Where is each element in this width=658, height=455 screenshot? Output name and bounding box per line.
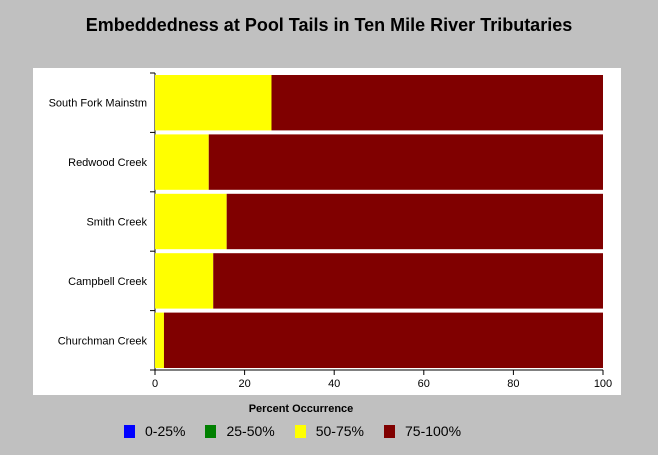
y-tick-label: Smith Creek — [86, 217, 147, 229]
y-tick-label: Redwood Creek — [68, 157, 147, 169]
bar-75-100--3 — [213, 253, 603, 308]
legend-item: 25-50% — [205, 423, 274, 439]
legend-label: 0-25% — [145, 423, 185, 439]
x-tick-label: 0 — [152, 378, 158, 390]
bar-50-75--0 — [155, 75, 271, 130]
x-tick-label: 60 — [418, 378, 430, 390]
bar-75-100--1 — [209, 134, 603, 189]
legend-label: 25-50% — [226, 423, 274, 439]
bar-50-75--4 — [155, 313, 164, 368]
x-tick-label: 40 — [328, 378, 340, 390]
legend-item: 0-25% — [124, 423, 185, 439]
legend: 0-25% 25-50% 50-75% 75-100% — [124, 421, 481, 441]
y-tick-label: South Fork Mainstm — [49, 98, 147, 110]
bar-50-75--1 — [155, 134, 209, 189]
legend-label: 50-75% — [316, 423, 364, 439]
x-tick-label: 100 — [594, 378, 612, 390]
legend-swatch — [124, 425, 135, 438]
x-axis-label: Percent Occurrence — [0, 403, 602, 415]
x-tick-label: 20 — [238, 378, 250, 390]
y-tick-label: Campbell Creek — [68, 276, 147, 288]
legend-swatch — [295, 425, 306, 438]
bar-75-100--0 — [271, 75, 603, 130]
bar-75-100--2 — [227, 194, 603, 249]
x-tick-label: 80 — [507, 378, 519, 390]
legend-swatch — [384, 425, 395, 438]
legend-swatch — [205, 425, 216, 438]
bar-75-100--4 — [164, 313, 603, 368]
legend-item: 75-100% — [384, 423, 461, 439]
legend-label: 75-100% — [405, 423, 461, 439]
legend-item: 50-75% — [295, 423, 364, 439]
bar-50-75--2 — [155, 194, 227, 249]
bar-50-75--3 — [155, 253, 213, 308]
y-tick-label: Churchman Creek — [58, 335, 148, 347]
